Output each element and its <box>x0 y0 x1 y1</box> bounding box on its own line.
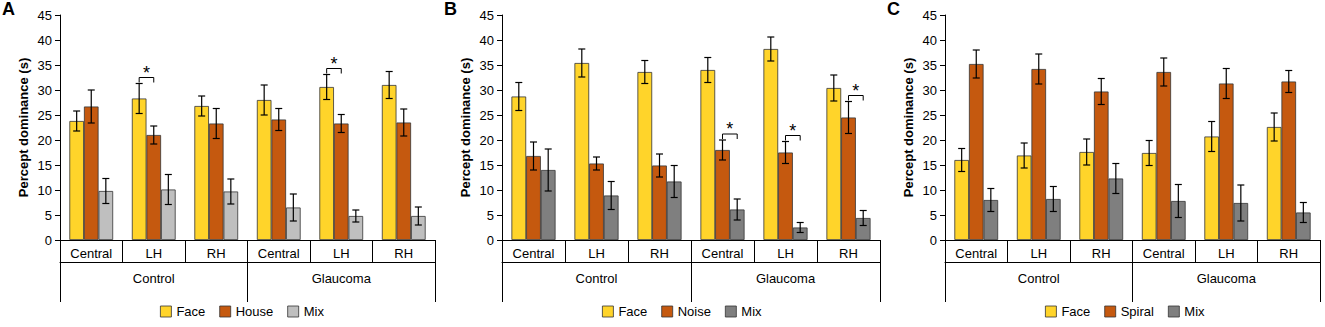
svg-text:45: 45 <box>923 8 937 23</box>
svg-text:15: 15 <box>480 158 494 173</box>
svg-text:10: 10 <box>480 183 494 198</box>
svg-text:House: House <box>236 304 274 319</box>
svg-text:Central: Central <box>70 246 112 261</box>
svg-text:Control: Control <box>1018 271 1060 286</box>
svg-text:LH: LH <box>777 246 794 261</box>
svg-text:Noise: Noise <box>678 304 711 319</box>
svg-text:25: 25 <box>38 108 52 123</box>
svg-text:Central: Central <box>513 246 555 261</box>
svg-text:Percept dominance (s): Percept dominance (s) <box>16 58 31 197</box>
svg-text:20: 20 <box>923 133 937 148</box>
svg-text:B: B <box>444 0 457 19</box>
svg-text:5: 5 <box>45 208 52 223</box>
svg-text:RH: RH <box>650 246 669 261</box>
svg-text:Spiral: Spiral <box>1121 304 1154 319</box>
svg-text:Mix: Mix <box>304 304 325 319</box>
svg-text:0: 0 <box>45 233 52 248</box>
svg-text:Glaucoma: Glaucoma <box>1197 271 1257 286</box>
svg-text:Mix: Mix <box>1184 304 1205 319</box>
svg-text:0: 0 <box>930 233 937 248</box>
svg-text:20: 20 <box>38 133 52 148</box>
svg-text:Face: Face <box>176 304 205 319</box>
svg-text:Central: Central <box>1143 246 1185 261</box>
svg-text:40: 40 <box>923 33 937 48</box>
svg-text:15: 15 <box>38 158 52 173</box>
svg-text:A: A <box>2 0 15 19</box>
svg-text:Central: Central <box>955 246 997 261</box>
svg-text:Central: Central <box>702 246 744 261</box>
svg-text:15: 15 <box>923 158 937 173</box>
svg-text:Control: Control <box>576 271 618 286</box>
svg-text:RH: RH <box>1092 246 1111 261</box>
svg-text:Control: Control <box>133 271 175 286</box>
svg-text:0: 0 <box>487 233 494 248</box>
svg-text:30: 30 <box>38 83 52 98</box>
svg-text:10: 10 <box>923 183 937 198</box>
svg-text:RH: RH <box>839 246 858 261</box>
svg-text:35: 35 <box>480 58 494 73</box>
svg-text:25: 25 <box>923 108 937 123</box>
svg-text:35: 35 <box>38 58 52 73</box>
svg-text:40: 40 <box>38 33 52 48</box>
svg-text:LH: LH <box>1030 246 1047 261</box>
svg-text:RH: RH <box>1279 246 1298 261</box>
svg-text:25: 25 <box>480 108 494 123</box>
svg-text:LH: LH <box>588 246 605 261</box>
svg-text:5: 5 <box>487 208 494 223</box>
svg-text:*: * <box>330 54 337 74</box>
svg-text:40: 40 <box>480 33 494 48</box>
svg-text:Central: Central <box>258 246 300 261</box>
svg-text:Face: Face <box>618 304 647 319</box>
svg-text:Glaucoma: Glaucoma <box>312 271 372 286</box>
svg-text:RH: RH <box>207 246 226 261</box>
svg-text:Percept dominance (s): Percept dominance (s) <box>458 58 473 197</box>
svg-text:Glaucoma: Glaucoma <box>756 271 816 286</box>
svg-text:30: 30 <box>923 83 937 98</box>
svg-text:*: * <box>726 119 733 139</box>
svg-text:Face: Face <box>1061 304 1090 319</box>
svg-text:*: * <box>852 81 859 101</box>
svg-text:45: 45 <box>480 8 494 23</box>
svg-text:LH: LH <box>145 246 162 261</box>
svg-text:Percept dominance (s): Percept dominance (s) <box>901 58 916 197</box>
svg-text:*: * <box>143 63 150 83</box>
svg-text:45: 45 <box>38 8 52 23</box>
svg-text:RH: RH <box>394 246 413 261</box>
svg-text:*: * <box>789 121 796 141</box>
svg-text:10: 10 <box>38 183 52 198</box>
svg-text:20: 20 <box>480 133 494 148</box>
svg-text:LH: LH <box>333 246 350 261</box>
svg-text:LH: LH <box>1218 246 1235 261</box>
svg-text:Mix: Mix <box>741 304 762 319</box>
svg-text:30: 30 <box>480 83 494 98</box>
svg-text:C: C <box>887 0 900 19</box>
svg-text:35: 35 <box>923 58 937 73</box>
svg-text:5: 5 <box>930 208 937 223</box>
